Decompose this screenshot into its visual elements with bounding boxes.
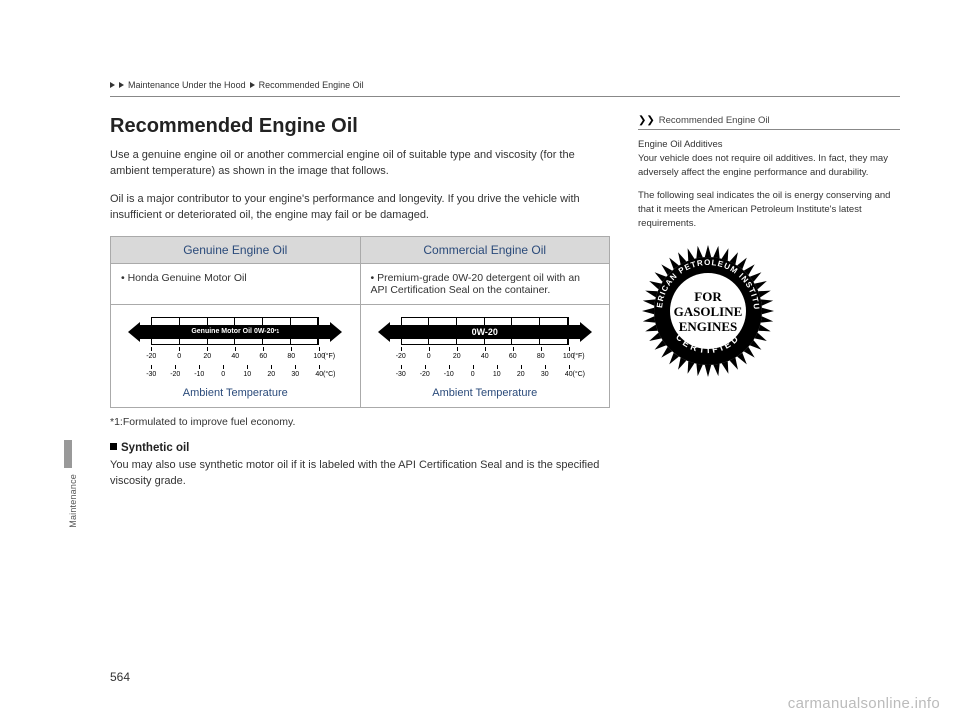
tick-label: 30	[291, 371, 299, 378]
tick-label: 20	[453, 353, 461, 360]
tick-label: -30	[396, 371, 406, 378]
tick-label: 100	[563, 353, 575, 360]
tick-label: 0	[177, 353, 181, 360]
c-unit: (°C)	[323, 371, 336, 378]
table-cell-commercial: • Premium-grade 0W-20 detergent oil with…	[360, 263, 610, 304]
page: Maintenance Maintenance Under the Hood R…	[0, 0, 960, 722]
sidebar-title: ❯❯ Recommended Engine Oil	[638, 115, 900, 130]
chart-grid: Genuine Motor Oil 0W-20*1	[151, 317, 319, 345]
tick-label: 40	[315, 371, 323, 378]
svg-text:FOR: FOR	[694, 289, 722, 304]
section-label: Maintenance	[68, 474, 78, 528]
viscosity-band-label: 0W-20	[388, 325, 582, 339]
chart-caption: Ambient Temperature	[367, 387, 604, 399]
oil-table: Genuine Engine Oil Commercial Engine Oil…	[110, 236, 610, 408]
tick-label: -20	[420, 371, 430, 378]
api-seal: AMERICAN PETROLEUM INSTITUTE CERTIFIED F…	[638, 241, 900, 386]
c-labels: (°C) -30-20-10010203040	[401, 371, 569, 381]
sidebar-additives-text: Your vehicle does not require oil additi…	[638, 153, 888, 178]
tick-label: 0	[471, 371, 475, 378]
tick-label: -20	[146, 353, 156, 360]
c-labels: (°C) -30-20-10010203040	[151, 371, 319, 381]
tick-label: -10	[444, 371, 454, 378]
tick-label: 40	[481, 353, 489, 360]
chevron-right-icon	[250, 82, 255, 88]
tick-label: 10	[243, 371, 251, 378]
tick-label: 10	[493, 371, 501, 378]
sidebar-paragraph-additives: Engine Oil Additives Your vehicle does n…	[638, 138, 900, 179]
section-tab	[64, 440, 72, 468]
main-column: Recommended Engine Oil Use a genuine eng…	[110, 115, 610, 502]
table-header-commercial: Commercial Engine Oil	[360, 236, 610, 263]
sidebar-paragraph-seal: The following seal indicates the oil is …	[638, 189, 900, 230]
sidebar-title-text: Recommended Engine Oil	[659, 115, 770, 126]
chevron-right-icon	[119, 82, 124, 88]
tick-label: 30	[541, 371, 549, 378]
side-column: ❯❯ Recommended Engine Oil Engine Oil Add…	[638, 115, 900, 502]
chevron-right-icon	[110, 82, 115, 88]
breadcrumb-level1: Maintenance Under the Hood	[128, 80, 246, 90]
viscosity-band: 0W-20	[388, 325, 582, 339]
tick-label: 0	[427, 353, 431, 360]
tick-label: 80	[287, 353, 295, 360]
watermark: carmanualsonline.info	[788, 695, 940, 712]
c-unit: (°C)	[572, 371, 585, 378]
viscosity-band: Genuine Motor Oil 0W-20*1	[138, 325, 332, 339]
tick-label: 60	[509, 353, 517, 360]
chart-caption: Ambient Temperature	[117, 387, 354, 399]
synthetic-subheading: Synthetic oil	[110, 442, 610, 454]
chart-cell-genuine: Genuine Motor Oil 0W-20*1 (°F) -20020406…	[111, 304, 361, 407]
table-cell-commercial-text: Premium-grade 0W-20 detergent oil with a…	[371, 272, 581, 296]
table-header-row: Genuine Engine Oil Commercial Engine Oil	[111, 236, 610, 263]
tick-label: 20	[267, 371, 275, 378]
chart-cell-commercial: 0W-20 (°F) -20020406080100 (°C) -30-20-1…	[360, 304, 610, 407]
temperature-chart-genuine: Genuine Motor Oil 0W-20*1 (°F) -20020406…	[135, 317, 335, 381]
table-cell-genuine-text: Honda Genuine Motor Oil	[128, 272, 247, 284]
tick-label: 40	[565, 371, 573, 378]
viscosity-band-label: Genuine Motor Oil 0W-20*1	[138, 325, 332, 339]
tick-label: -30	[146, 371, 156, 378]
f-labels: (°F) -20020406080100	[401, 353, 569, 363]
chart-grid: 0W-20	[401, 317, 569, 345]
page-number: 564	[110, 670, 130, 684]
tick-label: 40	[231, 353, 239, 360]
tick-label: 60	[259, 353, 267, 360]
page-title: Recommended Engine Oil	[110, 115, 610, 138]
sidebar-additives-heading: Engine Oil Additives	[638, 139, 723, 150]
intro-paragraph-1: Use a genuine engine oil or another comm…	[110, 148, 610, 180]
synthetic-paragraph: You may also use synthetic motor oil if …	[110, 458, 610, 490]
table-row: • Honda Genuine Motor Oil • Premium-grad…	[111, 263, 610, 304]
tick-label: 80	[537, 353, 545, 360]
breadcrumb-level2: Recommended Engine Oil	[259, 80, 364, 90]
svg-text:GASOLINE: GASOLINE	[674, 304, 743, 319]
api-seal-icon: AMERICAN PETROLEUM INSTITUTE CERTIFIED F…	[638, 241, 778, 381]
table-chart-row: Genuine Motor Oil 0W-20*1 (°F) -20020406…	[111, 304, 610, 407]
table-cell-genuine: • Honda Genuine Motor Oil	[111, 263, 361, 304]
tick-label: 20	[203, 353, 211, 360]
table-header-genuine: Genuine Engine Oil	[111, 236, 361, 263]
footnote: *1:Formulated to improve fuel economy.	[110, 416, 610, 428]
tick-label: -20	[396, 353, 406, 360]
tick-label: 100	[313, 353, 325, 360]
square-bullet-icon	[110, 443, 117, 450]
svg-text:ENGINES: ENGINES	[679, 319, 738, 334]
info-arrow-icon: ❯❯	[638, 115, 655, 126]
intro-paragraph-2: Oil is a major contributor to your engin…	[110, 192, 610, 224]
temperature-chart-commercial: 0W-20 (°F) -20020406080100 (°C) -30-20-1…	[385, 317, 585, 381]
breadcrumb: Maintenance Under the Hood Recommended E…	[110, 80, 900, 97]
tick-label: -10	[194, 371, 204, 378]
content-columns: Recommended Engine Oil Use a genuine eng…	[110, 115, 900, 502]
tick-label: -20	[170, 371, 180, 378]
f-labels: (°F) -20020406080100	[151, 353, 319, 363]
tick-label: 0	[221, 371, 225, 378]
tick-label: 20	[517, 371, 525, 378]
